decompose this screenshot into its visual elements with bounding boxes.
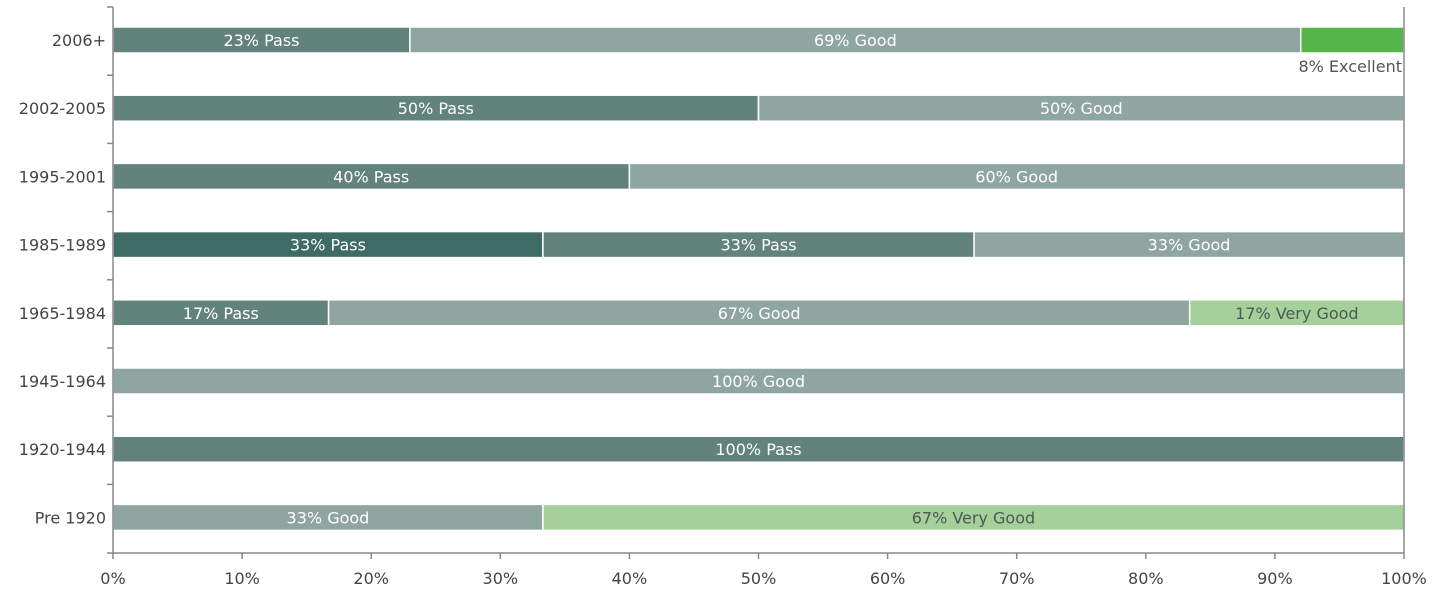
segment-label: 67% Good xyxy=(718,304,801,323)
segment-label: 67% Very Good xyxy=(912,508,1035,527)
segment-label: 100% Pass xyxy=(715,440,801,459)
category-label: 1985-1989 xyxy=(19,236,106,255)
segment-label: 17% Very Good xyxy=(1235,304,1358,323)
category-label: 1920-1944 xyxy=(19,440,106,459)
x-tick-label: 90% xyxy=(1257,569,1293,588)
segment-label: 100% Good xyxy=(712,372,805,391)
category-label: Pre 1920 xyxy=(35,508,106,527)
bar-segment xyxy=(409,26,1302,54)
segment-label: 33% Pass xyxy=(720,236,796,255)
x-tick-label: 10% xyxy=(224,569,260,588)
bar-segment xyxy=(973,230,1405,259)
axes-layer xyxy=(107,6,1405,559)
labels-layer: 23% Pass 69% Good 8% Excellent 2006+ 50% Pas… xyxy=(19,31,1427,588)
bar-segment xyxy=(542,503,1405,532)
x-tick-label: 100% xyxy=(1381,569,1427,588)
segment-label: 17% Pass xyxy=(183,304,259,323)
x-tick-label: 20% xyxy=(353,569,389,588)
x-tick-label: 50% xyxy=(741,569,777,588)
segment-label: 50% Good xyxy=(1040,99,1123,118)
segment-label: 40% Pass xyxy=(333,167,409,186)
category-label: 1995-2001 xyxy=(19,167,106,186)
bar-segment xyxy=(1188,299,1405,327)
x-tick-label: 80% xyxy=(1128,569,1164,588)
category-label: 1965-1984 xyxy=(19,304,106,323)
segment-label: 69% Good xyxy=(814,31,897,50)
segment-label: 50% Pass xyxy=(398,99,474,118)
segment-label: 33% Good xyxy=(1148,236,1231,255)
bar-segment xyxy=(1299,26,1405,54)
category-label: 2002-2005 xyxy=(19,99,106,118)
bar-segment xyxy=(327,299,1191,327)
category-label: 2006+ xyxy=(52,31,106,50)
bar-segment xyxy=(628,162,1405,191)
x-tick-label: 60% xyxy=(870,569,906,588)
x-tick-label: 40% xyxy=(612,569,648,588)
segment-label: 33% Good xyxy=(287,508,370,527)
segment-label: 33% Pass xyxy=(290,236,366,255)
bars-layer xyxy=(112,26,1405,532)
segment-label: 8% Excellent xyxy=(1298,57,1402,76)
bar-segment xyxy=(112,367,1405,395)
segment-label: 60% Good xyxy=(975,167,1058,186)
x-tick-label: 70% xyxy=(999,569,1035,588)
bar-segment xyxy=(757,94,1405,122)
category-label: 1945-1964 xyxy=(19,372,106,391)
x-tick-label: 0% xyxy=(100,569,125,588)
segment-label: 23% Pass xyxy=(223,31,299,50)
x-tick-label: 30% xyxy=(483,569,519,588)
bar-segment xyxy=(542,230,975,259)
